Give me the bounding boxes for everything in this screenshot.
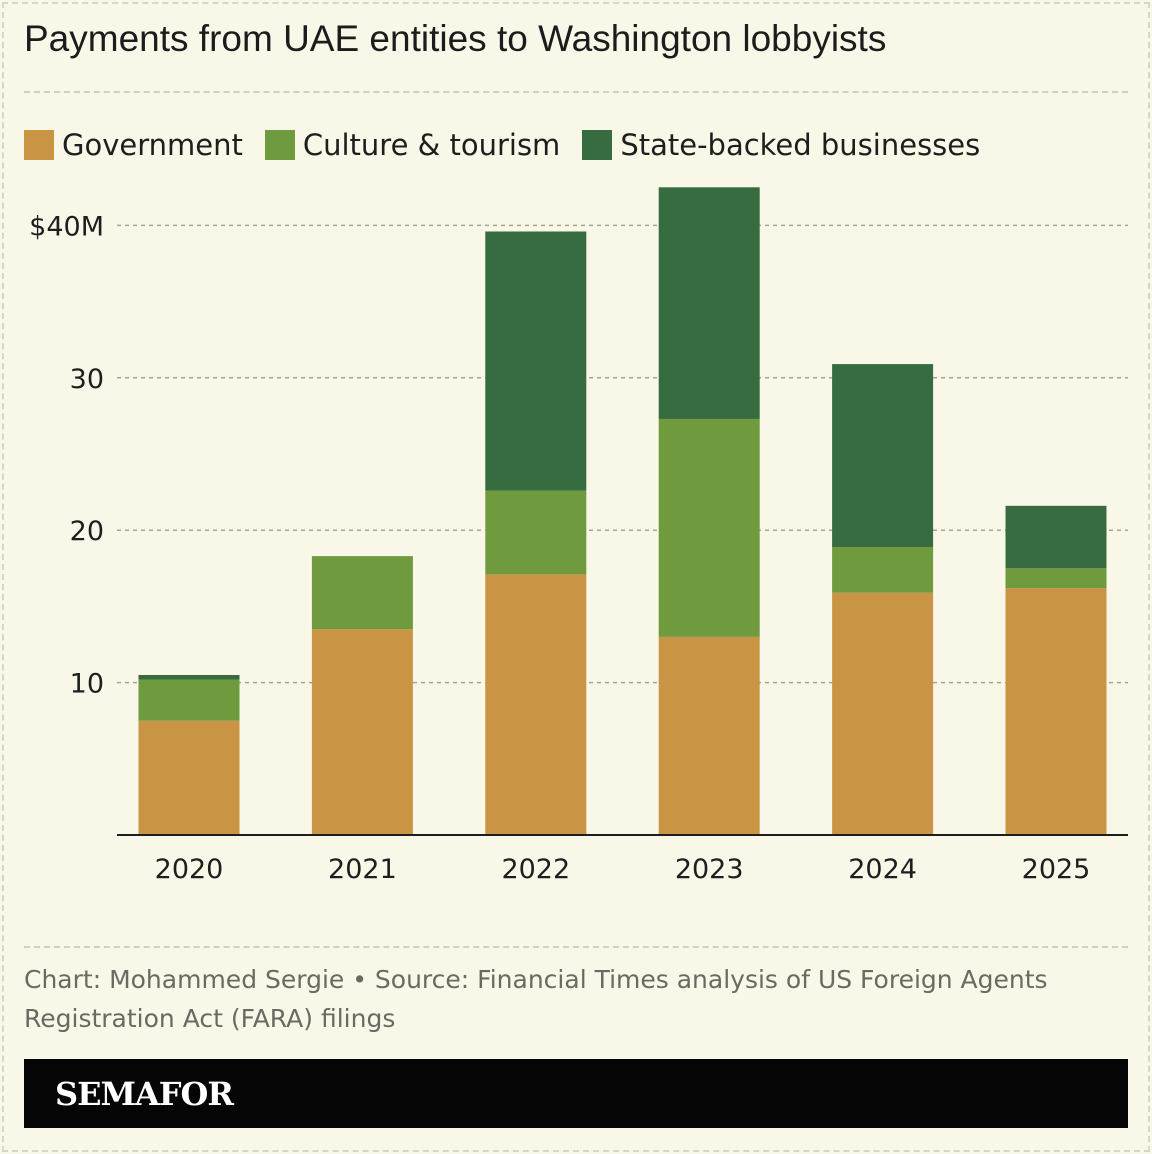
x-tick-label: 2020: [155, 854, 224, 885]
bar-segment-state-backed-businesses-2023: [658, 187, 760, 419]
x-tick-label: 2023: [675, 854, 744, 885]
bar-segment-culture-tourism-2022: [485, 490, 587, 575]
source-credit: Chart: Mohammed Sergie • Source: Financi…: [24, 965, 1048, 1033]
bar-segment-culture-tourism-2024: [832, 546, 934, 593]
semafor-logo: SEMAFOR: [55, 1074, 234, 1113]
bar-segment-culture-tourism-2020: [138, 679, 240, 721]
footer-divider: [24, 946, 1128, 948]
x-tick-label: 2024: [848, 854, 917, 885]
x-axis-ticks: 2020 2021 2022 2023 2024 2025: [155, 854, 1091, 885]
bar-segment-government-2023: [658, 636, 760, 835]
stacked-bar-chart: 10 20 30 $40M 2020 2021 2022 2023 2024 2025: [29, 187, 1128, 885]
brand-bar: SEMAFOR: [24, 1059, 1128, 1128]
x-tick-label: 2025: [1022, 854, 1091, 885]
legend: Government Culture & tourism State-backe…: [24, 126, 1002, 164]
legend-swatch-state-backed: [582, 130, 613, 160]
bar-segment-culture-tourism-2023: [658, 418, 760, 637]
legend-label-state-backed: State-backed businesses: [620, 128, 981, 162]
y-axis-ticks: 10 20 30 $40M: [29, 211, 104, 699]
legend-label-government: Government: [62, 128, 243, 162]
legend-item-government: Government: [24, 128, 243, 162]
y-tick-label: 20: [70, 516, 104, 547]
bar-segment-government-2020: [138, 720, 240, 835]
legend-item-state-backed: State-backed businesses: [582, 128, 980, 162]
legend-label-culture-tourism: Culture & tourism: [302, 128, 561, 162]
gridlines: [117, 224, 1128, 684]
bar-segment-government-2025: [1005, 588, 1107, 835]
y-tick-label: $40M: [29, 211, 104, 242]
bar-segment-state-backed-businesses-2020: [138, 674, 240, 680]
bar-segment-state-backed-businesses-2025: [1005, 505, 1107, 569]
bars: [138, 187, 1107, 835]
x-tick-label: 2022: [501, 854, 570, 885]
legend-item-culture-tourism: Culture & tourism: [264, 128, 561, 162]
x-tick-label: 2021: [328, 854, 397, 885]
bar-segment-culture-tourism-2025: [1005, 568, 1107, 589]
y-tick-label: 30: [70, 364, 104, 395]
bar-segment-government-2021: [311, 629, 413, 835]
chart-title: Payments from UAE entities to Washington…: [24, 18, 887, 59]
bar-segment-government-2024: [832, 592, 934, 835]
header-divider: [24, 91, 1128, 93]
legend-swatch-culture-tourism: [264, 130, 295, 160]
bar-segment-state-backed-businesses-2022: [485, 231, 587, 491]
bar-segment-culture-tourism-2021: [311, 556, 413, 630]
bar-segment-state-backed-businesses-2024: [832, 364, 934, 547]
legend-swatch-government: [24, 130, 54, 160]
bar-segment-government-2022: [485, 574, 587, 835]
y-tick-label: 10: [70, 669, 104, 700]
